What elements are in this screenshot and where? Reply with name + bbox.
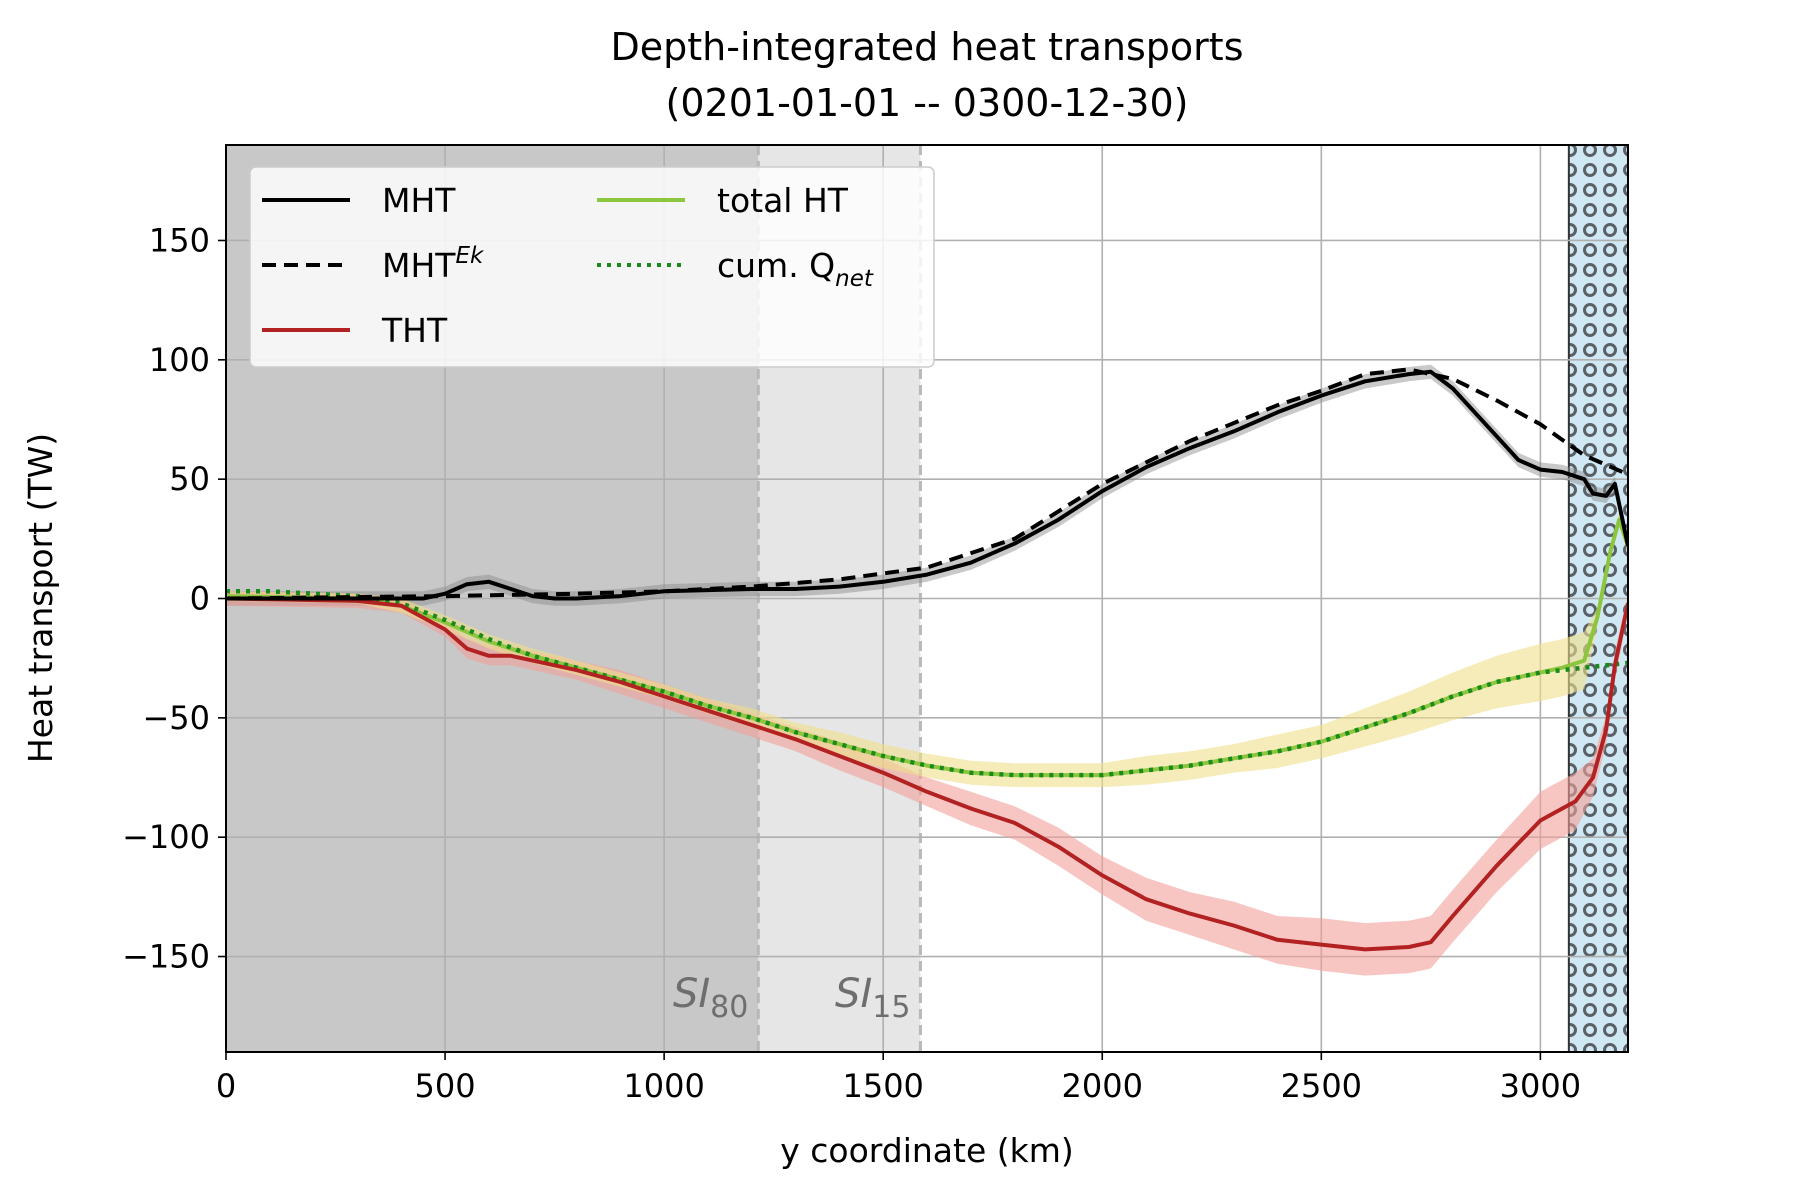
y-tick-label: 0 [190,580,210,618]
legend-label: MHT [382,181,456,220]
y-tick-label: 50 [169,460,210,498]
y-axis-ticks: 150 100 50 0 −50 −100 −150 [122,221,226,976]
legend: MHT MHTEk THT total HT cum. Qnet [249,166,935,368]
legend-label: THT [381,311,448,350]
y-axis-label: Heat transport (TW) [21,433,60,763]
label-si15: SI15 [835,971,910,1025]
y-tick-label: −100 [122,818,210,856]
series-tht [226,596,1628,952]
band-tht [226,591,1628,976]
x-axis-ticks: 0 500 1000 1500 2000 2500 3000 [216,1052,1581,1105]
chart-subtitle: (0201-01-01 -- 0300-12-30) [666,81,1189,125]
x-tick-label: 1000 [623,1067,704,1105]
x-tick-label: 500 [415,1067,476,1105]
series-lines [226,367,1628,952]
uncertainty-bands [226,364,1628,976]
legend-label: cum. Qnet [717,246,874,292]
y-tick-label: −150 [122,938,210,976]
y-tick-label: −50 [142,699,210,737]
chart-title: Depth-integrated heat transports [611,25,1244,69]
series-mht-ek [226,367,1628,601]
legend-label: total HT [717,181,849,220]
series-mht [226,369,1628,601]
legend-label: MHTEk [382,243,485,285]
x-tick-label: 1500 [842,1067,923,1105]
region-labels: SI80 SI15 [673,971,910,1025]
label-si80: SI80 [673,971,748,1025]
band-total-ht [226,512,1628,788]
series-cum-q-net [226,589,1628,778]
x-tick-label: 2000 [1062,1067,1143,1105]
x-tick-label: 0 [216,1067,236,1105]
x-tick-label: 2500 [1281,1067,1362,1105]
x-tick-label: 3000 [1500,1067,1581,1105]
x-axis-label: y coordinate (km) [780,1131,1074,1170]
y-tick-label: 150 [149,221,210,259]
y-tick-label: 100 [149,341,210,379]
legend-box [249,166,935,368]
